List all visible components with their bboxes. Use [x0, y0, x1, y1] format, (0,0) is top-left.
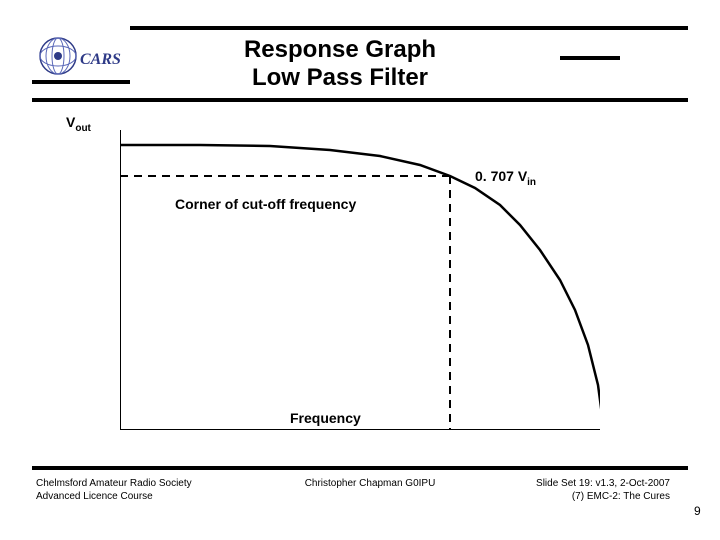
rule-title-right: [560, 56, 620, 60]
svg-text:CARS: CARS: [80, 51, 121, 68]
slide-number: 9: [694, 504, 701, 518]
footer-center: Christopher Chapman G0IPU: [270, 478, 470, 491]
footer-left-line2: Advanced Licence Course: [36, 491, 192, 504]
y-axis-label: Vout: [66, 114, 91, 134]
rule-top: [130, 26, 688, 30]
cars-logo: CARS: [36, 34, 126, 78]
title-line-1: Response Graph: [170, 36, 510, 64]
rule-logo-under: [32, 80, 130, 84]
level-annotation: 0. 707 Vin: [475, 168, 536, 188]
slide-title: Response Graph Low Pass Filter: [170, 36, 510, 92]
footer-right-line1: Slide Set 19: v1.3, 2-Oct-2007: [470, 478, 670, 491]
title-line-2: Low Pass Filter: [170, 64, 510, 92]
footer-left: Chelmsford Amateur Radio Society Advance…: [36, 478, 192, 503]
rule-footer-top: [32, 466, 688, 470]
footer-left-line1: Chelmsford Amateur Radio Society: [36, 478, 192, 491]
y-axis-label-sub: out: [75, 123, 91, 134]
level-annotation-sub: in: [527, 177, 536, 188]
x-axis-label: Frequency: [290, 410, 361, 426]
footer-right-line2: (7) EMC-2: The Cures: [470, 491, 670, 504]
level-annotation-text: 0. 707 V: [475, 168, 527, 184]
cutoff-annotation: Corner of cut-off frequency: [175, 196, 356, 212]
footer-right: Slide Set 19: v1.3, 2-Oct-2007 (7) EMC-2…: [470, 478, 670, 503]
rule-title-bottom: [32, 98, 688, 102]
